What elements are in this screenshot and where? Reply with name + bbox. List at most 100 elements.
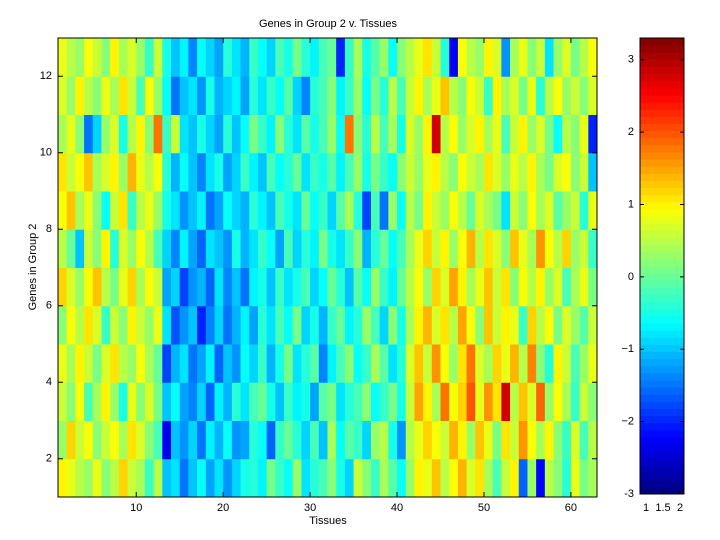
heatmap-cell [370,344,381,383]
heatmap-cell [527,305,537,345]
heatmap-cell [536,458,546,498]
heatmap-cell [388,420,398,460]
heatmap-cell [275,458,285,498]
heatmap-cell [136,229,146,268]
heatmap-cell [136,191,146,230]
heatmap-cell [344,305,355,345]
heatmap-cell [570,76,581,115]
heatmap-cell [153,305,163,345]
heatmap-cell [179,305,189,345]
heatmap-cell [536,305,546,345]
heatmap-cell [179,191,189,230]
heatmap-cell [266,229,276,268]
heatmap-cell [440,305,450,345]
heatmap-cell [553,229,563,268]
heatmap-cell [475,152,485,192]
heatmap-cell [483,38,494,77]
heatmap-cell [75,114,85,154]
heatmap-cell [318,382,328,421]
heatmap-cell [318,305,328,345]
heatmap-cell [579,305,589,345]
heatmap-cell [405,420,415,460]
heatmap-cell [257,229,268,268]
heatmap-cell [205,344,215,383]
heatmap-cell [466,420,476,460]
heatmap-cell [144,191,155,230]
heatmap-cell [84,267,94,307]
heatmap-cell [353,114,363,154]
heatmap-cell [162,152,172,192]
heatmap-cell [118,191,129,230]
heatmap-cell [397,76,407,115]
heatmap-cell [457,344,468,383]
heatmap-cell [579,267,589,307]
heatmap-cell [110,305,120,345]
colorbar-segment [640,209,684,217]
heatmap-cell [579,458,589,498]
heatmap-cell [405,114,415,154]
colorbar-segment [640,166,684,174]
heatmap-cell [518,420,528,460]
heatmap-cell [353,152,363,192]
heatmap-cell [257,38,268,77]
heatmap-cell [362,305,372,345]
colorbar-segment [640,201,684,210]
heatmap-cell [231,38,242,77]
heatmap-cell [58,229,68,268]
heatmap-cell [75,38,85,77]
colorbar-tick-label: -3 [624,488,634,500]
colorbar-segment [640,123,684,132]
heatmap-cell [405,344,415,383]
heatmap-cell [327,458,337,498]
heatmap-cell [310,38,320,77]
heatmap-cell [449,229,459,268]
heatmap-cell [284,38,294,77]
heatmap-cell [510,114,520,154]
heatmap-cell [275,191,285,230]
heatmap-cell [370,229,381,268]
heatmap-cell [457,38,468,77]
heatmap-cell [475,344,485,383]
heatmap-cell [510,229,520,268]
heatmap-cell [353,458,363,498]
heatmap-cell [588,38,598,77]
colorbar-segment [640,337,684,345]
heatmap-cell [223,76,233,115]
heatmap-cell [553,191,563,230]
heatmap-cell [118,267,129,307]
heatmap-cell [292,114,302,154]
heatmap-cell [405,267,415,307]
heatmap-cell [510,382,520,421]
heatmap-cell [544,458,555,498]
heatmap-cell [344,267,355,307]
heatmap-cell [127,38,137,77]
heatmap-cell [483,458,494,498]
heatmap-cell [197,420,207,460]
heatmap-cell [588,76,598,115]
colorbar-segment [640,401,684,409]
heatmap-cell [510,267,520,307]
heatmap-cell [249,382,259,421]
heatmap-cell [75,420,85,460]
heatmap-cell [58,267,68,307]
heatmap-cell [179,344,189,383]
heatmap-cell [110,229,120,268]
heatmap-cell [240,344,250,383]
colorbar-x-tick-label: 1.5 [655,502,670,514]
heatmap-cell [362,76,372,115]
heatmap-cell [66,38,76,77]
heatmap-cell [457,229,468,268]
heatmap-cell [284,344,294,383]
heatmap-cell [118,229,129,268]
heatmap-cell [336,458,346,498]
heatmap-cell [266,152,276,192]
heatmap-cell [362,38,372,77]
heatmap-cell [544,38,555,77]
heatmap-cell [66,305,76,345]
heatmap-cell [440,229,450,268]
heatmap-cell [118,305,129,345]
heatmap-cell [588,344,598,383]
heatmap-cell [162,458,172,498]
heatmap-cell [570,458,581,498]
